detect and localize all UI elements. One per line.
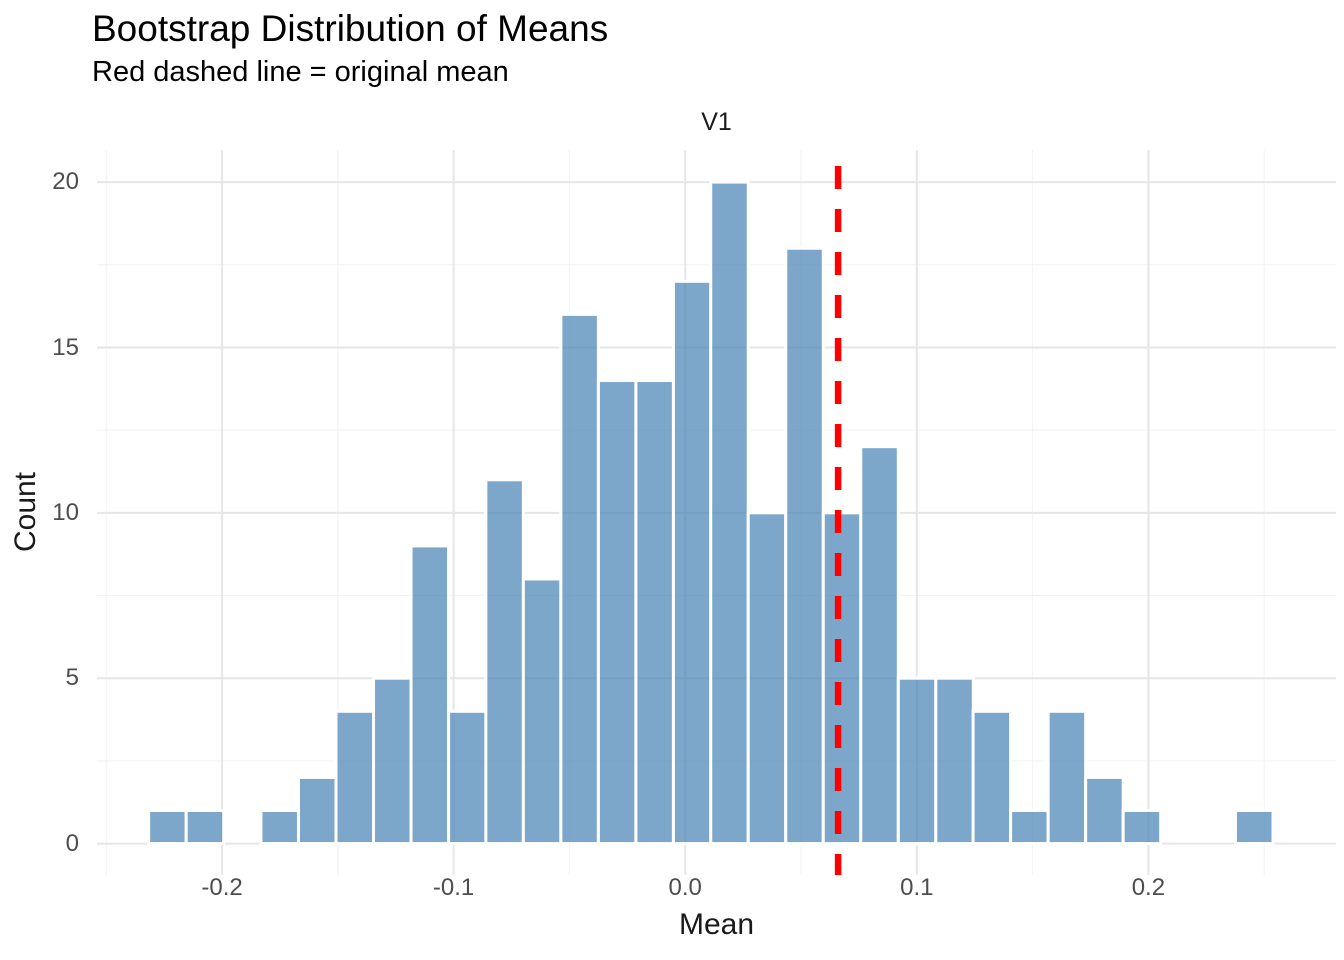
histogram-bar bbox=[447, 709, 488, 846]
x-tick-label: 0.0 bbox=[668, 874, 702, 901]
histogram-bar bbox=[896, 676, 938, 846]
facet-label: V1 bbox=[701, 108, 732, 136]
histogram-bar bbox=[1121, 809, 1163, 846]
histogram-bar bbox=[746, 511, 788, 846]
plot-title: Bootstrap Distribution of Means bbox=[92, 8, 609, 49]
histogram-bar bbox=[521, 577, 563, 846]
histogram-bar bbox=[709, 180, 750, 846]
y-tick-label: 20 bbox=[52, 168, 79, 196]
histogram-bar bbox=[596, 379, 638, 846]
histogram-bar bbox=[634, 379, 675, 846]
y-tick-label: 0 bbox=[65, 829, 79, 857]
histogram-bar bbox=[671, 279, 713, 846]
histogram-bar bbox=[971, 709, 1013, 846]
x-tick-label: 0.1 bbox=[900, 874, 934, 901]
x-axis-title: Mean bbox=[678, 908, 755, 941]
y-tick-label: 10 bbox=[52, 498, 79, 526]
histogram-bar bbox=[784, 246, 825, 846]
histogram-bar bbox=[409, 544, 451, 846]
plot-panel bbox=[97, 150, 1336, 875]
histogram-bar bbox=[296, 775, 338, 846]
histogram-bar bbox=[259, 809, 300, 846]
x-tick-label: 0.2 bbox=[1131, 874, 1166, 901]
histogram-bar bbox=[934, 676, 975, 846]
y-tick-label: 5 bbox=[65, 664, 79, 692]
histogram-bar bbox=[559, 312, 600, 846]
histogram-svg bbox=[97, 150, 1336, 875]
histogram-bar bbox=[147, 809, 188, 846]
histogram-bar bbox=[821, 511, 863, 846]
x-tick-label: -0.1 bbox=[432, 874, 475, 901]
histogram-bar bbox=[334, 709, 376, 846]
histogram-bar bbox=[1233, 809, 1275, 846]
y-tick-label: 15 bbox=[52, 333, 79, 361]
histogram-bar bbox=[184, 809, 226, 846]
histogram-bar bbox=[1046, 709, 1088, 846]
plot-subtitle: Red dashed line = original mean bbox=[92, 56, 509, 88]
histogram-bar bbox=[484, 478, 525, 846]
histogram-bar bbox=[859, 445, 900, 846]
histogram-bar bbox=[372, 676, 413, 846]
x-tick-label: -0.2 bbox=[201, 874, 243, 901]
histogram-bar bbox=[1084, 775, 1125, 846]
y-axis-title: Count bbox=[9, 471, 42, 553]
histogram-bar bbox=[1009, 809, 1050, 846]
